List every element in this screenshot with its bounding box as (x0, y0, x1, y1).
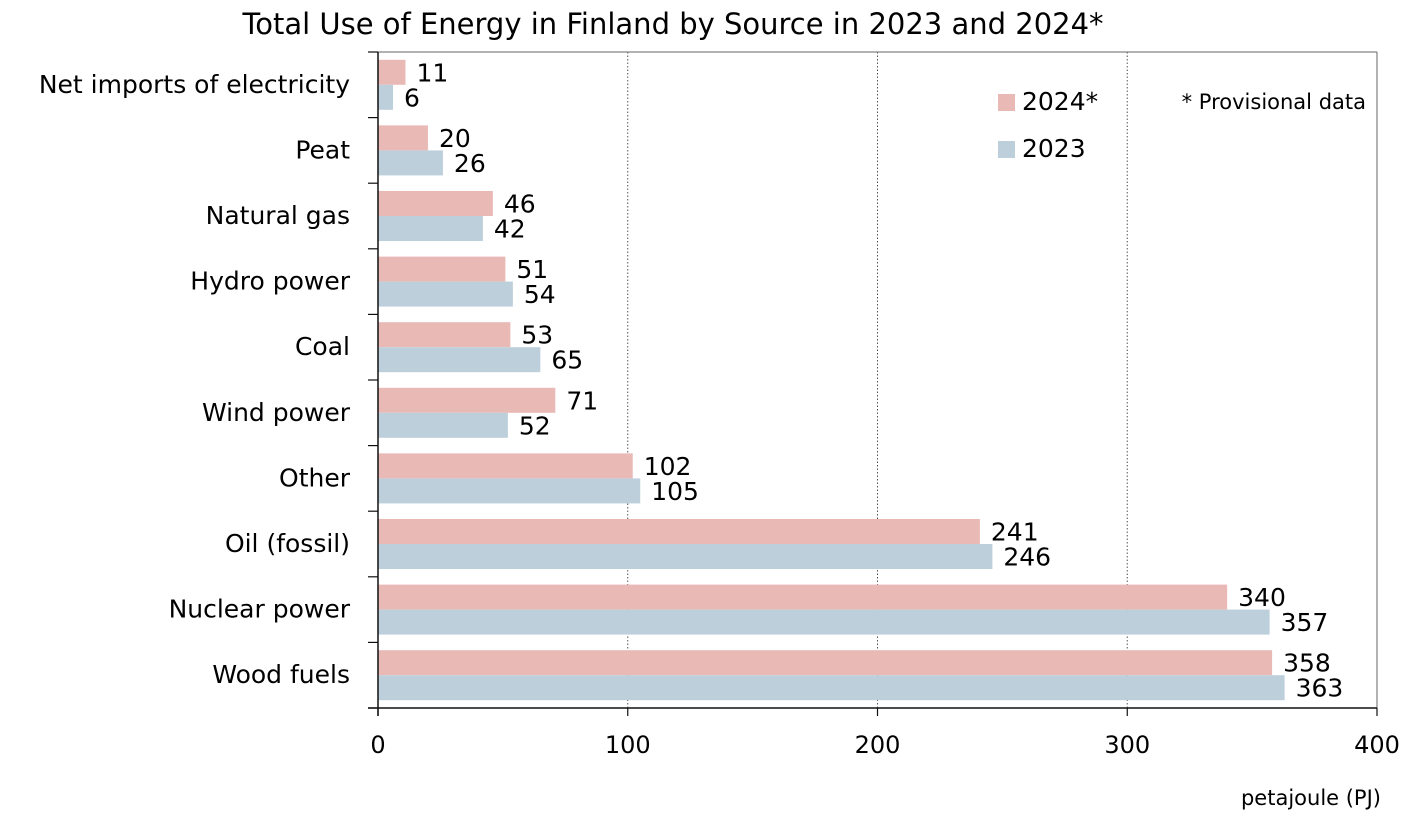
category-label-8: Nuclear power (169, 595, 351, 624)
category-label-0: Net imports of electricity (39, 70, 350, 99)
value-label-2024-6: 102 (644, 452, 692, 481)
x-tick-label-200: 200 (855, 731, 901, 759)
legend: 2024* 2023 (998, 87, 1098, 163)
value-label-2023-3: 54 (524, 280, 556, 309)
bar-2024-4 (378, 322, 511, 348)
bar-2024-6 (378, 453, 633, 479)
value-label-2023-1: 26 (454, 149, 486, 178)
value-label-2023-9: 363 (1296, 674, 1344, 703)
legend-swatch-2024 (998, 94, 1015, 111)
legend-label-2024: 2024* (1022, 87, 1098, 116)
bars: 1162026464251545365715210210524124634035… (378, 58, 1344, 703)
x-tick-label-400: 400 (1354, 731, 1400, 759)
category-label-6: Other (279, 463, 351, 492)
bar-2023-6 (378, 478, 641, 504)
x-tick-label-100: 100 (605, 731, 651, 759)
value-label-2023-4: 65 (551, 346, 583, 375)
value-label-2023-7: 246 (1003, 543, 1051, 572)
value-label-2023-2: 42 (494, 215, 526, 244)
category-label-9: Wood fuels (212, 660, 350, 689)
category-label-2: Natural gas (206, 201, 350, 230)
value-label-2024-5: 71 (566, 386, 598, 415)
value-label-2023-5: 52 (519, 411, 551, 440)
bar-2024-0 (378, 59, 406, 85)
bar-2023-3 (378, 281, 513, 307)
bar-2023-8 (378, 609, 1270, 635)
category-label-5: Wind power (202, 398, 351, 427)
category-label-3: Hydro power (190, 267, 350, 296)
x-tick-label-300: 300 (1104, 731, 1150, 759)
category-label-1: Peat (295, 135, 350, 164)
bar-2024-3 (378, 256, 506, 282)
value-label-2024-7: 241 (991, 518, 1039, 547)
bar-2024-1 (378, 125, 428, 151)
value-label-2023-6: 105 (651, 477, 699, 506)
provisional-note: * Provisional data (1182, 90, 1366, 114)
value-label-2024-9: 358 (1283, 649, 1331, 678)
value-label-2024-2: 46 (504, 190, 536, 219)
axes: Net imports of electricity Peat Natural ga… (39, 51, 1400, 759)
category-label-7: Oil (fossil) (225, 529, 350, 558)
value-label-2024-1: 20 (439, 124, 471, 153)
legend-swatch-2023 (998, 141, 1015, 158)
x-tick-label-0: 0 (370, 731, 385, 759)
value-label-2024-4: 53 (521, 321, 553, 350)
value-label-2024-8: 340 (1238, 583, 1286, 612)
bar-2023-5 (378, 412, 508, 438)
bar-2024-7 (378, 519, 980, 544)
bar-2024-9 (378, 650, 1273, 676)
value-label-2024-0: 11 (416, 58, 448, 87)
bar-2024-8 (378, 584, 1228, 610)
bar-2023-4 (378, 347, 541, 373)
value-label-2023-0: 6 (404, 83, 420, 112)
bar-2023-1 (378, 150, 443, 176)
bar-2023-0 (378, 84, 393, 110)
bar-2024-2 (378, 191, 493, 216)
category-label-4: Coal (295, 332, 350, 361)
value-label-2023-8: 357 (1281, 608, 1329, 637)
legend-label-2023: 2023 (1022, 134, 1086, 163)
bar-2023-7 (378, 544, 993, 569)
bar-2023-2 (378, 216, 483, 241)
value-label-2024-3: 51 (516, 255, 548, 284)
bar-2024-5 (378, 387, 556, 413)
bar-2023-9 (378, 675, 1285, 701)
x-axis-label: petajoule (PJ) (1241, 786, 1381, 810)
chart-title: Total Use of Energy in Finland by Source… (241, 7, 1103, 41)
